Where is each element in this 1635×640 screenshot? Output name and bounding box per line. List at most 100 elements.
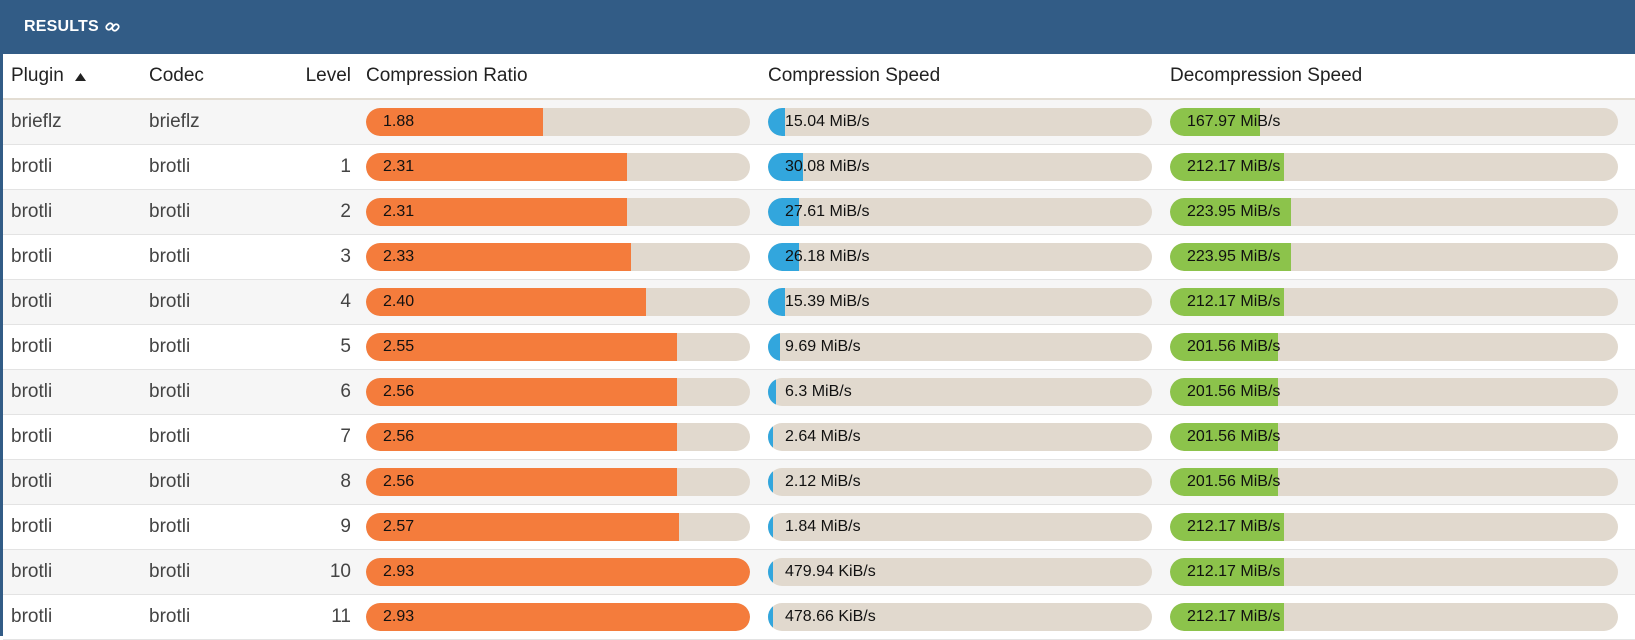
cell-codec: brotli: [149, 414, 283, 460]
compression-speed-bar-fill: [768, 153, 803, 181]
compression-speed-bar: 478.66 KiB/s: [768, 603, 1152, 631]
cell-compression-ratio: 2.55: [366, 324, 768, 370]
table-row[interactable]: brotli brotli 1 2.31 30.08 MiB/s 212.17 MiB/s: [3, 144, 1635, 190]
table-row[interactable]: brotli brotli 9 2.57 1.84 MiB/s 212.17 MiB/s: [3, 504, 1635, 550]
column-header-plugin[interactable]: Plugin: [3, 54, 149, 100]
compression-ratio-value: 2.56: [383, 428, 415, 445]
compression-speed-bar-fill: [768, 198, 799, 226]
compression-ratio-bar: 2.93: [366, 558, 750, 586]
column-header-decompression-speed[interactable]: Decompression Speed: [1170, 54, 1635, 100]
cell-level: 3: [283, 234, 366, 280]
cell-compression-speed: 30.08 MiB/s: [768, 144, 1170, 190]
cell-compression-ratio: 1.88: [366, 99, 768, 145]
table-row[interactable]: brotli brotli 6 2.56 6.3 MiB/s 201.56 MiB/s: [3, 369, 1635, 415]
decompression-speed-value: 201.56 MiB/s: [1187, 338, 1281, 355]
cell-compression-speed: 478.66 KiB/s: [768, 594, 1170, 640]
table-row[interactable]: brotli brotli 2 2.31 27.61 MiB/s 223.95 MiB/s: [3, 189, 1635, 235]
compression-ratio-bar-fill: [366, 288, 647, 316]
compression-speed-value: 27.61 MiB/s: [785, 203, 870, 220]
compression-ratio-bar: 2.56: [366, 378, 750, 406]
cell-decompression-speed: 212.17 MiB/s: [1170, 504, 1635, 550]
sort-ascending-icon[interactable]: [75, 65, 87, 87]
cell-compression-ratio: 2.56: [366, 459, 768, 505]
compression-speed-bar-fill: [768, 468, 773, 496]
table-row[interactable]: brieflz brieflz 1.88 15.04 MiB/s 167.97 MiB/…: [3, 99, 1635, 145]
cell-compression-speed: 2.12 MiB/s: [768, 459, 1170, 505]
compression-ratio-value: 2.93: [383, 563, 415, 580]
decompression-speed-bar: 212.17 MiB/s: [1170, 558, 1618, 586]
cell-plugin: brotli: [3, 549, 149, 595]
results-table: Plugin Codec Level Compression Ratio Com…: [3, 54, 1635, 640]
column-header-decompression-speed-label: Decompression Speed: [1170, 65, 1363, 86]
link-icon[interactable]: [105, 19, 121, 35]
results-title: RESULTS: [24, 18, 121, 36]
cell-compression-speed: 2.64 MiB/s: [768, 414, 1170, 460]
compression-speed-bar-fill: [768, 333, 780, 361]
decompression-speed-bar-fill: [1170, 243, 1291, 271]
compression-speed-bar-fill: [768, 603, 773, 631]
compression-ratio-bar: 2.56: [366, 468, 750, 496]
cell-codec: brotli: [149, 324, 283, 370]
cell-plugin: brotli: [3, 504, 149, 550]
column-header-level[interactable]: Level: [283, 54, 366, 100]
table-row[interactable]: brotli brotli 10 2.93 479.94 KiB/s 212.17 MiB…: [3, 549, 1635, 595]
decompression-speed-value: 212.17 MiB/s: [1187, 518, 1281, 535]
compression-ratio-value: 2.33: [383, 248, 415, 265]
cell-decompression-speed: 223.95 MiB/s: [1170, 189, 1635, 235]
compression-speed-bar: 2.64 MiB/s: [768, 423, 1152, 451]
compression-ratio-bar-fill: [366, 468, 678, 496]
compression-speed-bar-fill: [768, 288, 786, 316]
table-row[interactable]: brotli brotli 5 2.55 9.69 MiB/s 201.56 MiB/s: [3, 324, 1635, 370]
compression-ratio-value: 2.57: [383, 518, 415, 535]
decompression-speed-value: 223.95 MiB/s: [1187, 203, 1281, 220]
compression-speed-bar: 30.08 MiB/s: [768, 153, 1152, 181]
decompression-speed-bar: 201.56 MiB/s: [1170, 468, 1618, 496]
cell-plugin: brotli: [3, 144, 149, 190]
cell-decompression-speed: 212.17 MiB/s: [1170, 144, 1635, 190]
cell-decompression-speed: 212.17 MiB/s: [1170, 594, 1635, 640]
cell-level: 2: [283, 189, 366, 235]
cell-decompression-speed: 212.17 MiB/s: [1170, 279, 1635, 325]
cell-decompression-speed: 201.56 MiB/s: [1170, 414, 1635, 460]
compression-speed-bar-fill: [768, 513, 773, 541]
panel-left-border: [0, 0, 3, 636]
column-header-codec[interactable]: Codec: [149, 54, 283, 100]
column-header-plugin-label: Plugin: [11, 65, 64, 86]
cell-compression-speed: 26.18 MiB/s: [768, 234, 1170, 280]
decompression-speed-bar: 212.17 MiB/s: [1170, 153, 1618, 181]
table-row[interactable]: brotli brotli 4 2.40 15.39 MiB/s 212.17 MiB/s: [3, 279, 1635, 325]
compression-speed-value: 6.3 MiB/s: [785, 383, 852, 400]
compression-speed-bar: 9.69 MiB/s: [768, 333, 1152, 361]
compression-speed-value: 26.18 MiB/s: [785, 248, 870, 265]
compression-ratio-value: 2.40: [383, 293, 415, 310]
decompression-speed-bar-fill: [1170, 333, 1278, 361]
compression-speed-value: 2.64 MiB/s: [785, 428, 861, 445]
compression-speed-value: 1.84 MiB/s: [785, 518, 861, 535]
cell-compression-ratio: 2.31: [366, 189, 768, 235]
table-row[interactable]: brotli brotli 11 2.93 478.66 KiB/s 212.17 MiB…: [3, 594, 1635, 640]
cell-compression-ratio: 2.56: [366, 369, 768, 415]
decompression-speed-value: 212.17 MiB/s: [1187, 158, 1281, 175]
cell-compression-ratio: 2.57: [366, 504, 768, 550]
compression-ratio-bar-fill: [366, 513, 679, 541]
compression-speed-bar: 6.3 MiB/s: [768, 378, 1152, 406]
cell-codec: brotli: [149, 279, 283, 325]
column-header-compression-ratio[interactable]: Compression Ratio: [366, 54, 768, 100]
compression-speed-bar: 479.94 KiB/s: [768, 558, 1152, 586]
decompression-speed-value: 201.56 MiB/s: [1187, 428, 1281, 445]
decompression-speed-bar-fill: [1170, 288, 1285, 316]
compression-speed-bar: 15.39 MiB/s: [768, 288, 1152, 316]
compression-ratio-bar: 2.57: [366, 513, 750, 541]
compression-ratio-value: 1.88: [383, 113, 415, 130]
cell-level: 1: [283, 144, 366, 190]
table-row[interactable]: brotli brotli 7 2.56 2.64 MiB/s 201.56 MiB/s: [3, 414, 1635, 460]
cell-codec: brotli: [149, 144, 283, 190]
compression-speed-bar-fill: [768, 558, 773, 586]
compression-ratio-bar: 1.88: [366, 108, 750, 136]
compression-speed-value: 15.04 MiB/s: [785, 113, 870, 130]
column-header-compression-speed[interactable]: Compression Speed: [768, 54, 1170, 100]
table-row[interactable]: brotli brotli 8 2.56 2.12 MiB/s 201.56 MiB/s: [3, 459, 1635, 505]
cell-level: 5: [283, 324, 366, 370]
table-row[interactable]: brotli brotli 3 2.33 26.18 MiB/s 223.95 MiB/s: [3, 234, 1635, 280]
